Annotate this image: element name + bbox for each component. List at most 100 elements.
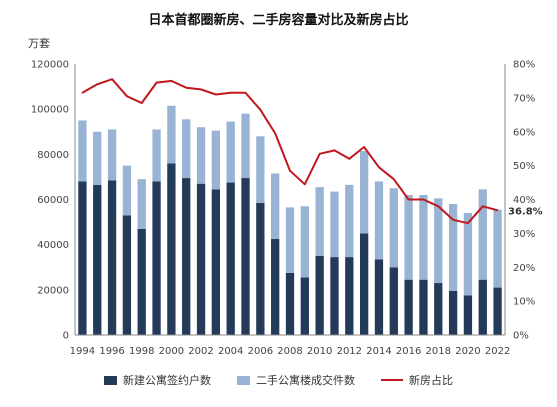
y-right-tick-label: 60% (513, 127, 535, 138)
x-tick-label: 2016 (396, 346, 421, 357)
bar-secondhand-2016 (404, 194, 413, 280)
x-tick-label: 2002 (188, 346, 213, 357)
x-tick-label: 2006 (248, 346, 273, 357)
x-tick-label: 1994 (70, 346, 95, 357)
ratio-point-1996 (111, 78, 113, 81)
bar-new-1995 (93, 184, 102, 335)
bar-secondhand-2010 (315, 187, 324, 256)
y-right-tick-label: 30% (513, 229, 535, 240)
legend-label-secondhand: 二手公寓楼成交件数 (256, 374, 355, 387)
ratio-point-2017 (422, 198, 425, 201)
x-tick-label: 2000 (159, 346, 184, 357)
ratio-point-2019 (452, 219, 454, 221)
ratio-point-2016 (407, 198, 410, 201)
ratio-point-1999 (155, 81, 158, 84)
bar-secondhand-2007 (271, 173, 280, 240)
ratio-point-2014 (378, 166, 380, 169)
bar-new-2021 (478, 279, 487, 335)
bar-new-2017 (419, 279, 428, 335)
bar-secondhand-2002 (196, 127, 206, 184)
x-tick-label: 1998 (129, 346, 154, 357)
y-left-tick-label: 20000 (37, 285, 69, 296)
ratio-point-2018 (437, 205, 440, 208)
bar-secondhand-2006 (256, 136, 265, 203)
legend-item-ratio: 新房占比 (381, 372, 453, 388)
bar-new-2011 (330, 257, 339, 335)
ratio-point-2008 (289, 169, 291, 172)
bar-new-1999 (152, 181, 161, 335)
bar-new-2006 (256, 202, 265, 335)
bar-secondhand-2005 (241, 113, 250, 179)
y-left-tick-label: 0 (63, 331, 69, 342)
bar-new-1998 (137, 228, 146, 335)
legend-label-ratio: 新房占比 (409, 374, 453, 387)
x-tick-label: 2012 (337, 346, 362, 357)
x-tick-label: 2020 (455, 346, 480, 357)
y-left-tick-label: 40000 (37, 240, 69, 251)
bar-new-2016 (404, 279, 413, 335)
ratio-point-1997 (126, 95, 128, 97)
x-tick-label: 2014 (366, 346, 391, 357)
y-right-tick-label: 10% (513, 297, 535, 308)
ratio-point-2009 (304, 183, 306, 186)
x-tick-label: 2004 (218, 346, 243, 357)
ratio-point-2020 (467, 222, 469, 225)
bar-secondhand-2009 (300, 206, 309, 278)
ratio-point-1998 (140, 102, 143, 104)
bar-new-2008 (285, 272, 295, 335)
last-value-annotation: 36.8% (508, 206, 543, 217)
bar-secondhand-2011 (330, 191, 339, 258)
bar-secondhand-1999 (152, 129, 161, 182)
x-tick-label: 1996 (99, 346, 124, 357)
bar-secondhand-1995 (93, 131, 102, 185)
legend-swatch-ratio (381, 379, 403, 381)
ratio-point-2006 (259, 108, 262, 111)
bar-secondhand-2004 (226, 121, 235, 183)
y-left-tick-label: 80000 (37, 150, 69, 161)
y-left-tick-label: 100000 (31, 105, 69, 116)
bar-new-2004 (226, 182, 235, 335)
y-right-tick-label: 40% (513, 195, 535, 206)
y-right-tick-label: 20% (513, 263, 535, 274)
ratio-point-1995 (96, 83, 99, 86)
ratio-point-2012 (348, 158, 351, 160)
bar-secondhand-2017 (419, 194, 428, 280)
bar-secondhand-2014 (374, 181, 384, 260)
bar-new-2022 (493, 287, 502, 335)
ratio-point-2015 (392, 178, 395, 180)
bar-new-1997 (122, 215, 132, 335)
ratio-point-1994 (81, 91, 84, 94)
x-tick-label: 2022 (485, 346, 510, 357)
ratio-point-2004 (229, 91, 232, 94)
bar-secondhand-2013 (359, 150, 369, 234)
bar-new-2007 (271, 239, 280, 335)
bar-new-2012 (345, 257, 354, 335)
bar-secondhand-2018 (434, 198, 443, 284)
x-tick-label: 2010 (307, 346, 332, 357)
ratio-point-2000 (170, 80, 173, 82)
bar-secondhand-2019 (448, 204, 458, 291)
ratio-point-2010 (318, 152, 321, 155)
legend-swatch-secondhand (237, 375, 250, 385)
legend-label-new: 新建公寓签约户数 (123, 374, 211, 387)
ratio-point-2003 (215, 93, 217, 96)
bar-secondhand-2015 (389, 188, 398, 268)
legend-swatch-new (104, 375, 117, 385)
bar-secondhand-1996 (107, 129, 117, 181)
bar-secondhand-2003 (211, 130, 221, 190)
ratio-point-2022 (496, 209, 499, 212)
bar-new-2019 (448, 290, 458, 335)
bar-new-2000 (167, 163, 176, 335)
y-right-tick-label: 70% (513, 93, 535, 104)
y-left-tick-label: 60000 (37, 195, 69, 206)
bar-secondhand-2020 (463, 213, 473, 296)
bar-new-1994 (78, 181, 87, 335)
y-left-tick-label: 120000 (31, 60, 69, 71)
bar-secondhand-1998 (137, 179, 146, 229)
bar-secondhand-2008 (285, 207, 295, 273)
x-tick-label: 2008 (277, 346, 302, 357)
legend-item-secondhand: 二手公寓楼成交件数 (237, 372, 355, 388)
bar-new-2001 (182, 178, 191, 335)
bar-new-2020 (463, 295, 473, 335)
